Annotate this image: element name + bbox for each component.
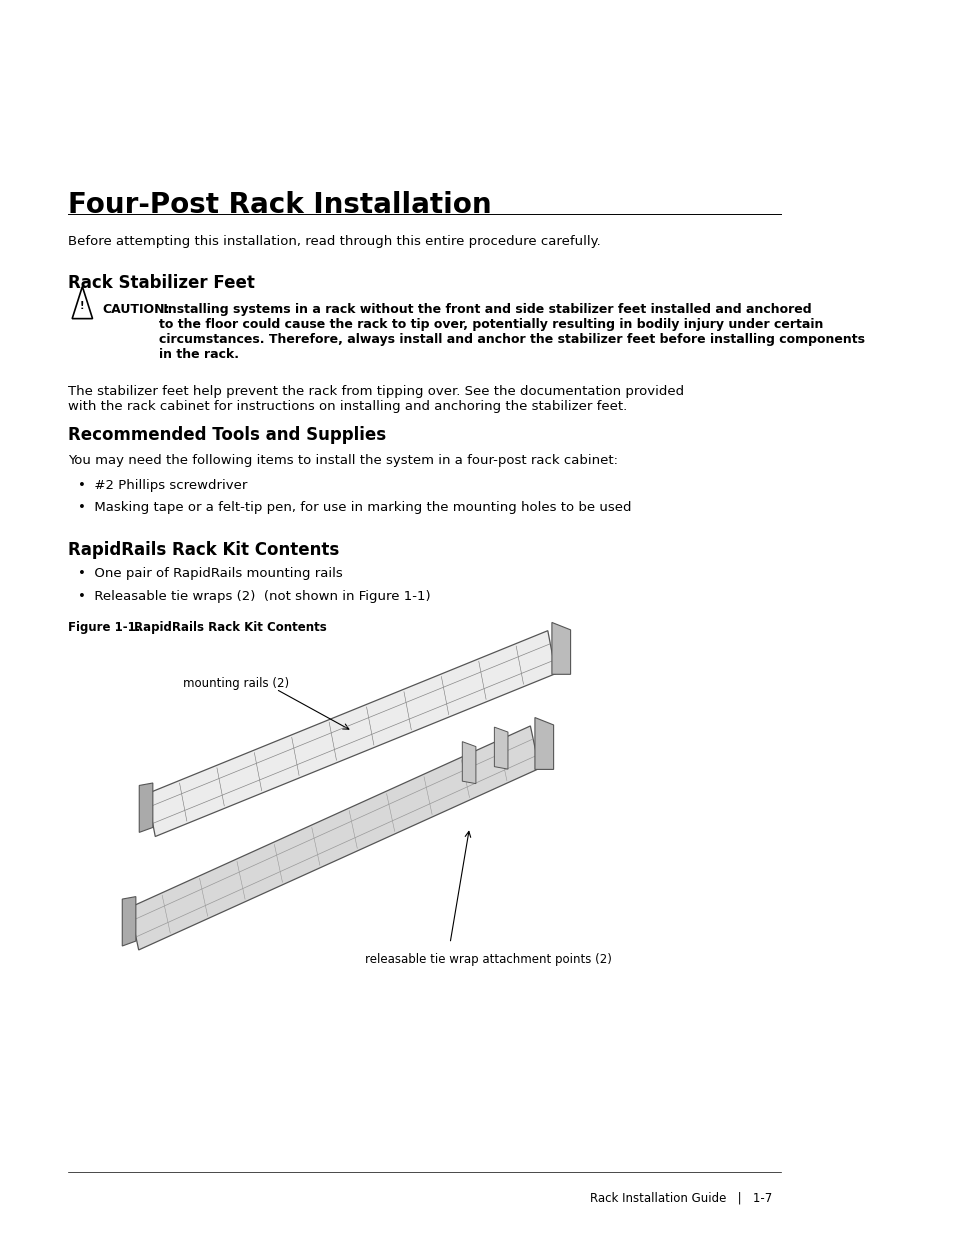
Text: RapidRails Rack Kit Contents: RapidRails Rack Kit Contents <box>68 541 339 559</box>
Polygon shape <box>147 631 556 836</box>
Polygon shape <box>462 742 476 784</box>
Text: You may need the following items to install the system in a four-post rack cabin: You may need the following items to inst… <box>68 454 618 468</box>
Text: Recommended Tools and Supplies: Recommended Tools and Supplies <box>68 426 386 445</box>
Text: •  #2 Phillips screwdriver: • #2 Phillips screwdriver <box>78 479 247 493</box>
Text: The stabilizer feet help prevent the rack from tipping over. See the documentati: The stabilizer feet help prevent the rac… <box>68 385 683 414</box>
Text: releasable tie wrap attachment points (2): releasable tie wrap attachment points (2… <box>365 953 611 967</box>
Polygon shape <box>139 783 152 832</box>
Text: CAUTION:: CAUTION: <box>102 303 170 316</box>
Polygon shape <box>494 727 507 769</box>
Polygon shape <box>552 622 570 674</box>
Polygon shape <box>130 726 538 950</box>
Text: Figure 1-1.: Figure 1-1. <box>68 621 140 635</box>
Text: Rack Installation Guide   |   1-7: Rack Installation Guide | 1-7 <box>590 1191 772 1204</box>
Text: mounting rails (2): mounting rails (2) <box>182 677 289 690</box>
Text: Installing systems in a rack without the front and side stabilizer feet installe: Installing systems in a rack without the… <box>158 303 863 361</box>
Text: •  Masking tape or a felt-tip pen, for use in marking the mounting holes to be u: • Masking tape or a felt-tip pen, for us… <box>78 501 631 515</box>
Text: Four-Post Rack Installation: Four-Post Rack Installation <box>68 191 491 220</box>
Polygon shape <box>535 718 553 769</box>
Text: •  Releasable tie wraps (2)  (not shown in Figure 1-1): • Releasable tie wraps (2) (not shown in… <box>78 590 431 604</box>
Text: •  One pair of RapidRails mounting rails: • One pair of RapidRails mounting rails <box>78 567 342 580</box>
Text: Before attempting this installation, read through this entire procedure carefull: Before attempting this installation, rea… <box>68 235 600 248</box>
Text: Rack Stabilizer Feet: Rack Stabilizer Feet <box>68 274 254 293</box>
Text: RapidRails Rack Kit Contents: RapidRails Rack Kit Contents <box>134 621 327 635</box>
Text: !: ! <box>80 301 85 311</box>
Polygon shape <box>122 897 135 946</box>
